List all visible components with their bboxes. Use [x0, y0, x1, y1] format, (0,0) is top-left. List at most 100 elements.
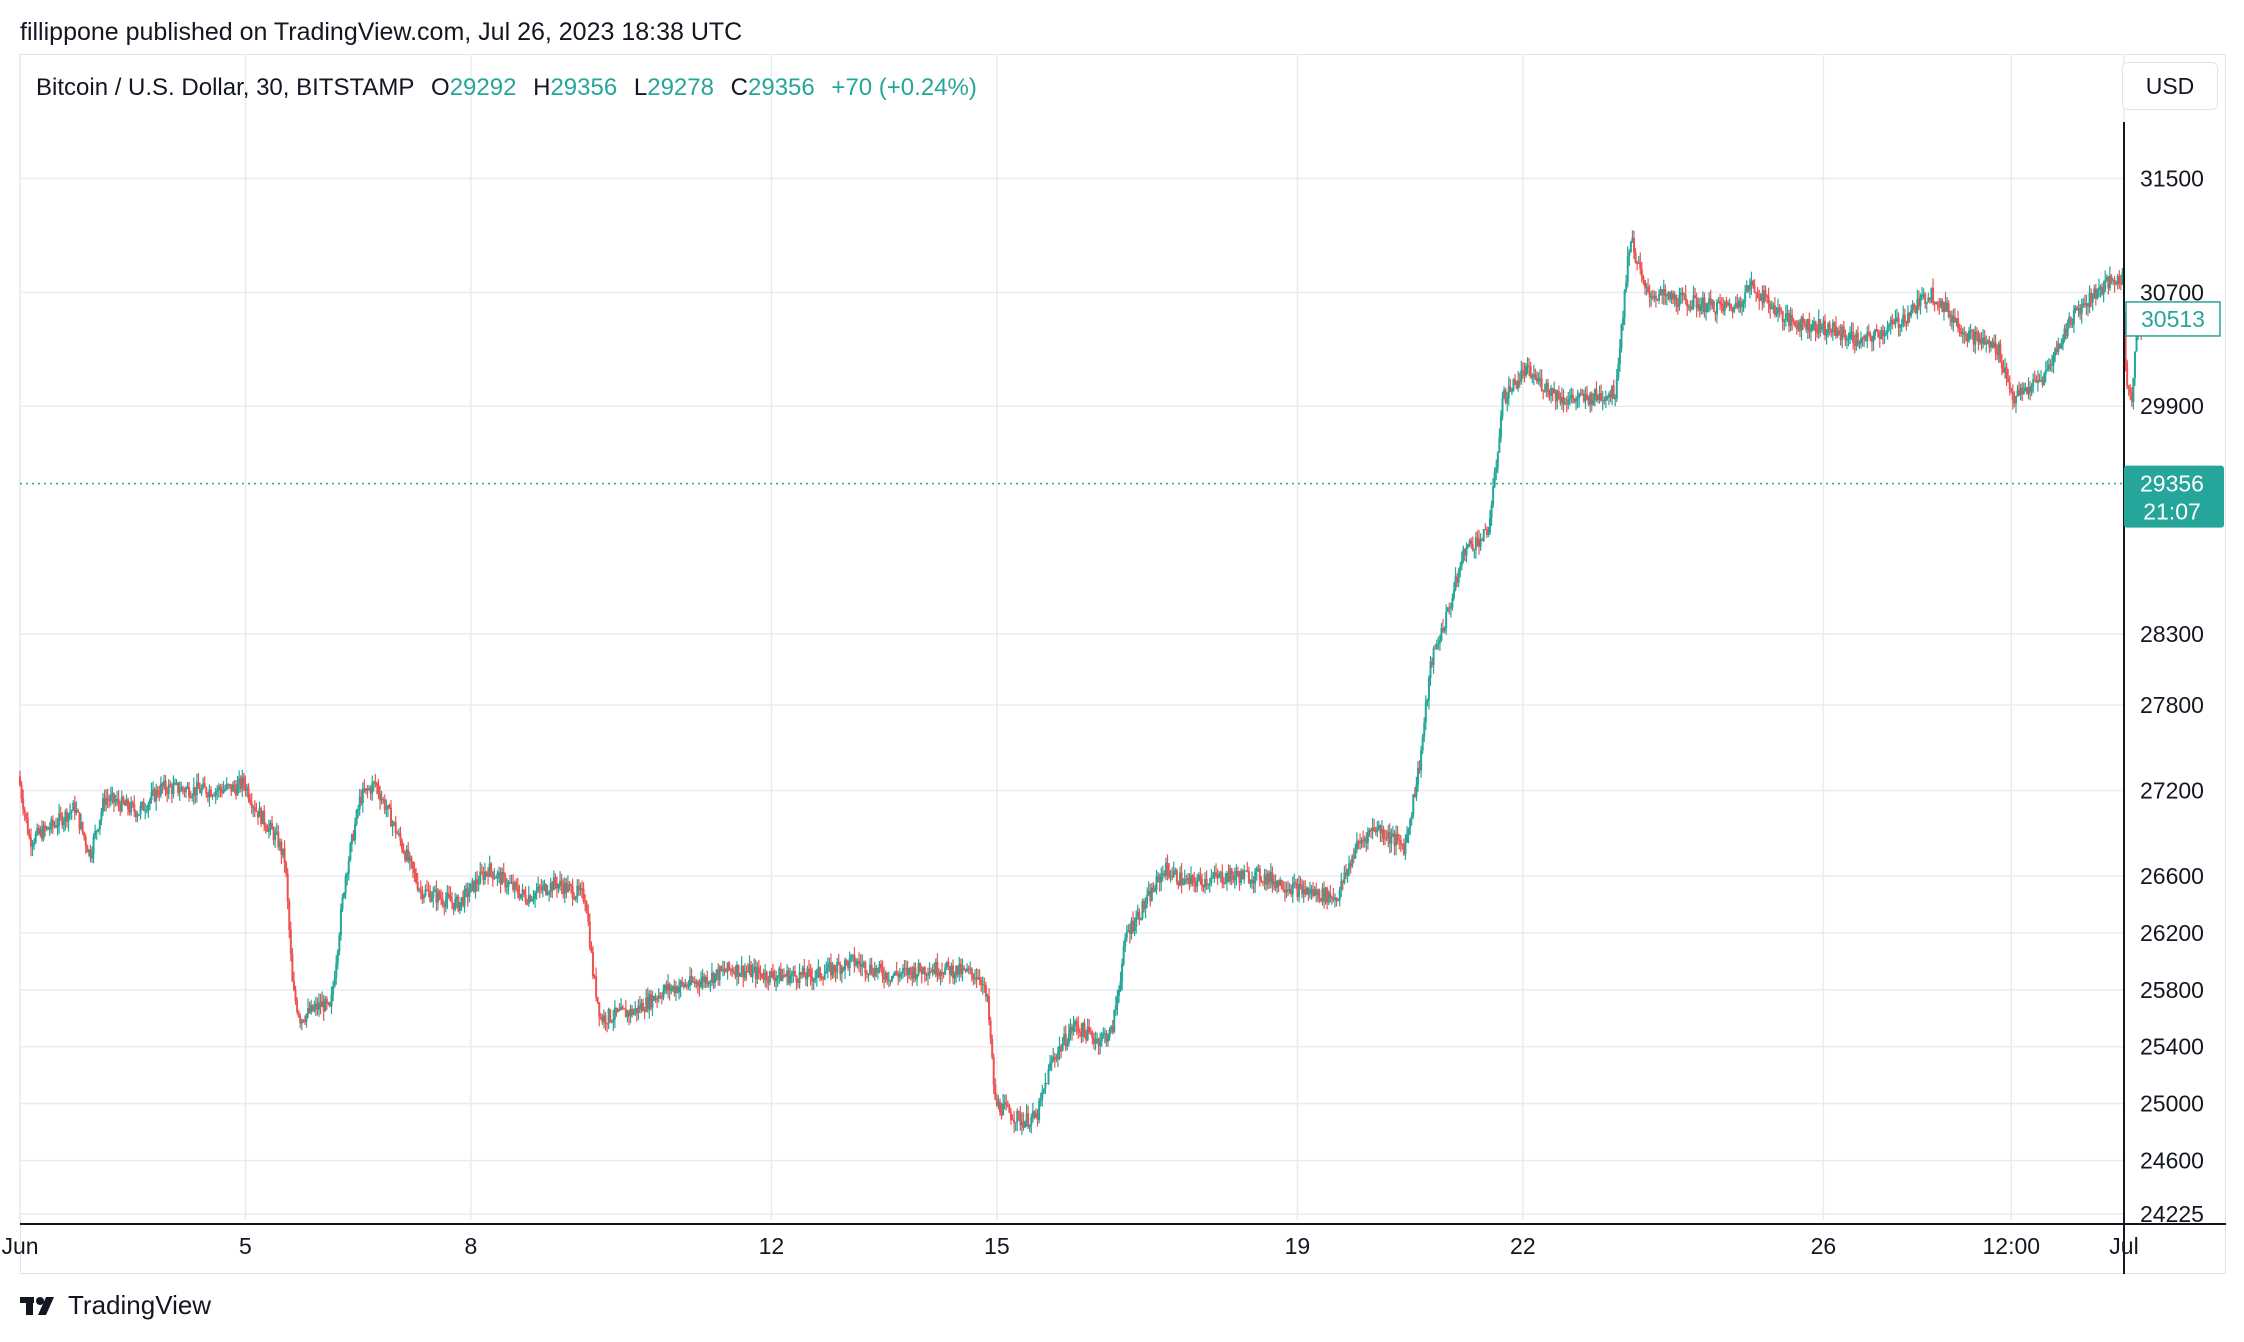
candle-body: [1077, 1025, 1080, 1032]
candle-body: [1100, 1034, 1103, 1042]
candle-body: [319, 1002, 322, 1008]
candle-body: [1429, 661, 1432, 679]
candle-body: [81, 822, 84, 833]
candle-body: [1019, 1114, 1022, 1126]
candle-body: [1504, 389, 1507, 403]
candle-body: [1379, 825, 1382, 834]
candle-body: [1628, 252, 1631, 257]
candle-body: [1158, 876, 1161, 883]
candle-body: [1739, 300, 1742, 308]
candle-body: [1160, 873, 1163, 883]
candle-body: [663, 984, 666, 991]
candle-body: [1008, 1105, 1011, 1113]
candle-body: [535, 890, 538, 893]
candle-body: [253, 807, 256, 811]
candle-body: [1648, 292, 1651, 298]
candle-body: [186, 786, 189, 789]
candle-body: [1155, 876, 1158, 890]
candle-body: [355, 810, 358, 825]
candle-body: [1341, 881, 1344, 883]
candle-body: [1249, 882, 1252, 884]
candle-body: [1794, 321, 1797, 327]
candle-body: [321, 1001, 324, 1008]
candle-body: [941, 972, 944, 974]
candle-body: [1124, 937, 1127, 947]
candle-body: [1872, 335, 1875, 342]
candle-body: [211, 795, 214, 797]
candle-body: [1717, 301, 1720, 303]
candle-body: [1539, 378, 1542, 380]
candle-body: [1540, 378, 1543, 390]
footer-logo[interactable]: TradingView: [20, 1290, 211, 1321]
candle-body: [1795, 326, 1798, 329]
candle-body: [1340, 881, 1343, 890]
x-tick-label: 26: [1811, 1233, 1837, 1259]
candle-body: [1233, 875, 1236, 881]
candle-body: [2038, 380, 2041, 382]
candle-body: [599, 1016, 602, 1018]
candle-body: [396, 833, 399, 835]
candle-body: [1694, 295, 1697, 298]
candle-body: [53, 825, 56, 827]
candle-body: [991, 1038, 994, 1058]
candle-body: [1002, 1103, 1005, 1116]
candle-body: [1914, 307, 1917, 313]
candle-body: [183, 789, 186, 793]
candle-body: [554, 877, 557, 884]
candle-body: [665, 984, 668, 991]
candle-body: [1769, 303, 1772, 309]
candle-body: [2088, 292, 2091, 307]
candle-body: [626, 1011, 629, 1018]
candle-body: [563, 882, 566, 895]
candle-body: [1845, 338, 1848, 341]
candle-body: [415, 872, 418, 882]
candle-body: [739, 973, 742, 977]
candle-body: [873, 968, 876, 977]
candle-body: [266, 829, 269, 832]
candle-body: [1678, 294, 1681, 307]
candle-body: [1401, 844, 1404, 846]
candle-body: [1427, 678, 1430, 700]
currency-button[interactable]: USD: [2122, 62, 2218, 110]
candle-body: [407, 849, 410, 861]
candle-body: [1061, 1043, 1064, 1051]
candle-body: [833, 964, 836, 972]
candle-body: [194, 787, 197, 796]
candle-body: [2007, 378, 2010, 383]
candle-body: [966, 968, 969, 972]
candle-body: [1089, 1031, 1092, 1033]
candle-body: [725, 971, 728, 973]
candle-body: [440, 898, 443, 900]
candle-body: [1709, 298, 1712, 305]
candle-body: [834, 971, 837, 973]
candle-body: [1730, 304, 1733, 309]
candle-body: [1925, 302, 1928, 305]
candle-body: [1200, 878, 1203, 885]
candle-body: [33, 842, 36, 845]
candle-body: [1488, 518, 1491, 533]
candle-body: [1905, 321, 1908, 324]
candle-body: [388, 805, 391, 809]
candle-body: [164, 780, 167, 791]
candle-body: [1193, 877, 1196, 884]
candle-body: [245, 787, 248, 791]
candle-body: [734, 971, 737, 977]
candle-body: [1706, 303, 1709, 311]
symbol-description: Bitcoin / U.S. Dollar, 30, BITSTAMP: [36, 74, 415, 101]
crosshair-price-box: [2125, 301, 2221, 337]
candle-body: [1805, 323, 1808, 330]
candle-body: [920, 970, 923, 975]
candle-body: [1034, 1113, 1037, 1118]
candle-body: [1590, 393, 1593, 405]
candle-body: [1183, 879, 1186, 884]
candle-body: [1182, 883, 1185, 885]
candle-body: [551, 882, 554, 891]
candle-body: [2060, 343, 2063, 349]
candle-body: [1534, 374, 1537, 378]
candle-body: [1645, 286, 1648, 288]
candle-body: [374, 781, 377, 784]
candle-body: [1431, 661, 1434, 665]
candle-body: [1701, 297, 1704, 306]
candle-body: [1313, 889, 1316, 896]
